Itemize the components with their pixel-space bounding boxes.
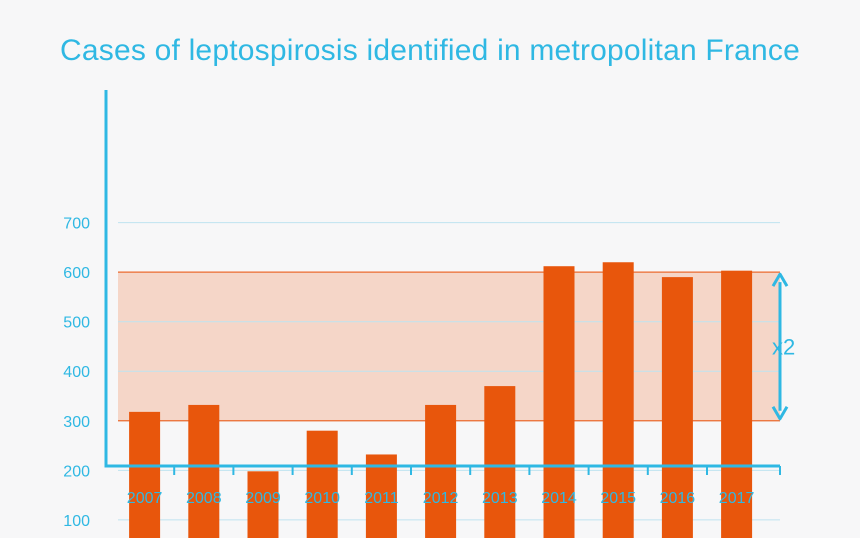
bar-2013 — [484, 386, 516, 538]
y-tick-label-300: 300 — [63, 414, 90, 431]
y-tick-label-200: 200 — [63, 463, 90, 480]
x-tick-label-2014: 2014 — [541, 490, 577, 507]
arrow-head-down — [771, 406, 789, 421]
x-tick-label-2007: 2007 — [127, 490, 163, 507]
x-tick-label-2013: 2013 — [482, 490, 518, 507]
y-tick-label-400: 400 — [63, 364, 90, 381]
bar-2016 — [661, 277, 693, 538]
x-tick-label-2015: 2015 — [600, 490, 636, 507]
bar-2009 — [247, 471, 279, 538]
x-tick-label-2011: 2011 — [364, 490, 399, 507]
bar-2007 — [129, 411, 161, 538]
x-tick-label-2008: 2008 — [186, 490, 222, 507]
y-tick-label-700: 700 — [63, 216, 90, 233]
x-tick-label-2016: 2016 — [660, 490, 696, 507]
y-tick-label-100: 100 — [63, 513, 90, 530]
arrow-head-up — [771, 272, 789, 287]
x-tick-label-2010: 2010 — [304, 490, 340, 507]
bar-2011 — [365, 454, 397, 538]
annotation-label: x2 — [772, 334, 795, 359]
bar-2017 — [721, 270, 753, 538]
x-tick-label-2009: 2009 — [245, 490, 281, 507]
bar-2008 — [188, 404, 220, 538]
bar-2012 — [425, 404, 457, 538]
bar-2014 — [543, 266, 575, 538]
bar-2015 — [602, 262, 634, 538]
y-tick-label-500: 500 — [63, 315, 90, 332]
x-tick-label-2017: 2017 — [719, 490, 755, 507]
bar-2010 — [306, 430, 338, 538]
chart-title: Cases of leptospirosis identified in met… — [60, 34, 800, 67]
y-tick-label-600: 600 — [63, 265, 90, 282]
x-tick-label-2012: 2012 — [423, 490, 459, 507]
